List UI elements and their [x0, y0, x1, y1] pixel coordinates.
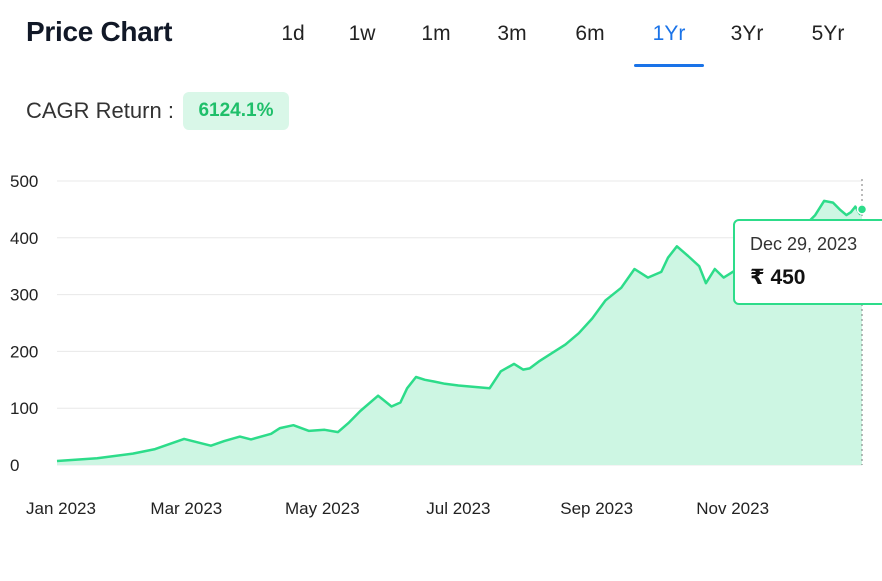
- tab-1m[interactable]: 1m: [421, 22, 451, 45]
- x-tick-label: May 2023: [285, 499, 360, 518]
- range-tabs: 1d 1w 1m 3m 6m 1Yr 3Yr 5Yr: [0, 18, 882, 68]
- tooltip-value: ₹ 450: [750, 266, 806, 289]
- hover-point: [856, 204, 868, 215]
- cagr-value-badge: 6124.1%: [183, 92, 289, 130]
- y-tick-label: 200: [10, 342, 38, 361]
- y-tick-label: 500: [10, 172, 38, 191]
- tab-3m[interactable]: 3m: [497, 22, 527, 45]
- tab-6m[interactable]: 6m: [575, 22, 605, 45]
- tab-3yr[interactable]: 3Yr: [730, 22, 764, 45]
- chart-tooltip: Dec 29, 2023 ₹ 450: [733, 219, 882, 305]
- y-tick-label: 100: [10, 399, 38, 418]
- tab-1yr[interactable]: 1Yr: [652, 22, 686, 45]
- active-tab-indicator: [634, 64, 704, 67]
- page-title: Price Chart: [26, 16, 173, 47]
- y-tick-label: 0: [10, 456, 19, 475]
- tab-1w[interactable]: 1w: [348, 22, 376, 45]
- x-tick-label: Jul 2023: [426, 499, 490, 518]
- price-area: [57, 200, 862, 465]
- tooltip-date: Dec 29, 2023: [750, 234, 858, 254]
- cagr-label: CAGR Return :: [26, 98, 174, 123]
- x-tick-label: Mar 2023: [150, 499, 222, 518]
- y-tick-label: 300: [10, 286, 38, 305]
- x-tick-label: Sep 2023: [560, 499, 633, 518]
- y-tick-label: 400: [10, 229, 38, 248]
- tab-1d[interactable]: 1d: [281, 22, 305, 45]
- tab-5yr[interactable]: 5Yr: [811, 22, 845, 45]
- x-tick-label: Nov 2023: [696, 499, 769, 518]
- x-tick-label: Jan 2023: [26, 499, 96, 518]
